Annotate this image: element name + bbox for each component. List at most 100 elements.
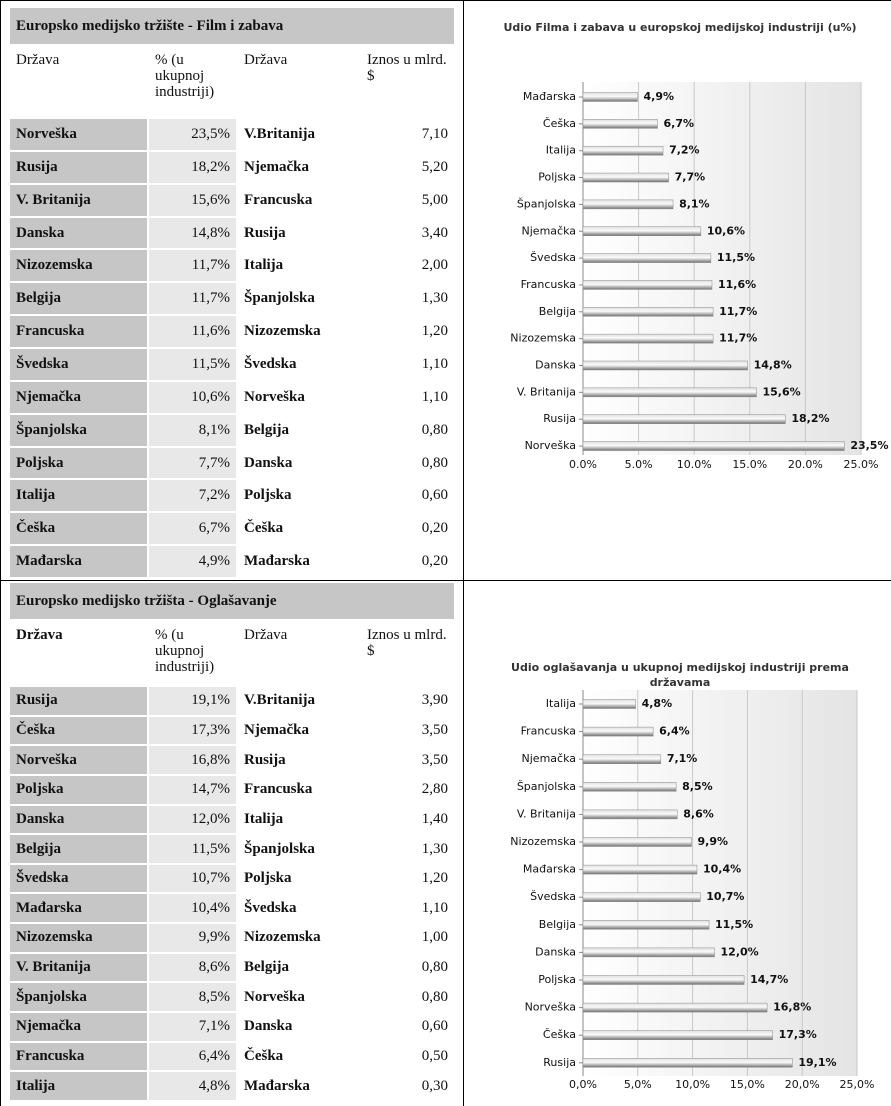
table-cell: V. Britanija <box>9 952 148 983</box>
bar <box>582 1058 793 1068</box>
table-cell: 11,7% <box>148 249 237 283</box>
bar <box>582 809 678 820</box>
table-cell: Švedska <box>9 863 148 894</box>
table-cell: 9,9% <box>148 923 237 953</box>
table-cell: 10,6% <box>148 380 237 414</box>
value-label: 11,5% <box>717 251 755 264</box>
bar <box>582 837 692 847</box>
value-label: 8,1% <box>679 197 710 210</box>
table-cell: Belgija <box>9 834 148 864</box>
table-cell: 3,50 <box>360 745 455 775</box>
header-cell: Iznos u mlrd. $ <box>360 45 455 118</box>
table-cell: Danska <box>237 1012 360 1042</box>
category-label: Norveška <box>525 1001 576 1014</box>
table-cell: 10,7% <box>148 863 237 894</box>
category-label: Nizozemska <box>510 332 576 345</box>
table-cell: Nizozemska <box>9 249 148 283</box>
bar <box>582 699 636 709</box>
category-label: V. Britanija <box>517 807 576 820</box>
table-cell: Njemačka <box>237 715 360 746</box>
value-label: 7,7% <box>675 171 706 184</box>
table-cell: 0,20 <box>360 512 455 546</box>
table-cell: 6,7% <box>148 512 237 546</box>
chart-title: Udio oglašavanja u ukupnoj medijskoj ind… <box>511 661 849 689</box>
value-label: 6,4% <box>659 725 690 738</box>
value-label: 19,1% <box>798 1056 836 1069</box>
table-cell: Danska <box>237 446 360 480</box>
table-cell: Francuska <box>9 315 148 349</box>
table-cell: Francuska <box>237 183 360 217</box>
table-cell: Italija <box>237 249 360 283</box>
bar <box>582 920 710 930</box>
chart-title: Udio Filma i zabava u europskoj medijsko… <box>503 21 857 34</box>
table-cell: 14,7% <box>148 774 237 805</box>
value-label: 10,7% <box>706 890 744 903</box>
table-cell: 1,10 <box>360 380 455 414</box>
table-cell: Češka <box>9 512 148 546</box>
table-cell: 7,1% <box>148 1012 237 1042</box>
x-tick-label: 20.0% <box>788 458 823 471</box>
table-cell: 16,8% <box>148 745 237 775</box>
table-cell: 3,40 <box>360 216 455 250</box>
category-label: Poljska <box>538 171 576 184</box>
bar <box>582 864 698 875</box>
value-label: 8,5% <box>682 780 713 793</box>
table-cell: Njemačka <box>9 1012 148 1042</box>
value-label: 7,2% <box>669 144 700 157</box>
header-cell: % (u ukupnoj industriji) <box>148 620 237 686</box>
table-cell: 11,6% <box>148 315 237 349</box>
table-cell: Mađarska <box>237 545 360 579</box>
table-cell: 1,10 <box>360 893 455 924</box>
category-label: V. Britanija <box>517 385 576 398</box>
border <box>0 0 1 1106</box>
bar <box>582 947 715 958</box>
table-cell: Švedska <box>9 348 148 381</box>
table-cell: Poljska <box>9 446 148 480</box>
table-cell: Belgija <box>237 952 360 983</box>
bar <box>582 253 712 263</box>
bar <box>582 172 669 183</box>
value-label: 14,7% <box>750 973 788 986</box>
table-cell: Španjolska <box>9 982 148 1013</box>
table-cell: Češka <box>237 512 360 546</box>
value-label: 12,0% <box>721 945 759 958</box>
table-cell: Rusija <box>237 216 360 250</box>
table-cell: 0,30 <box>360 1071 455 1101</box>
plot-area <box>583 82 861 455</box>
plot-area <box>583 690 857 1076</box>
table-cell: 23,5% <box>148 118 237 151</box>
divider <box>0 580 891 581</box>
table-cell: 2,00 <box>360 249 455 283</box>
table-cell: Italija <box>9 479 148 513</box>
x-tick-label: 25,0% <box>840 1078 875 1091</box>
table-cell: 0,80 <box>360 413 455 447</box>
table-title: Europsko medijsko tržište - Film i zabav… <box>9 7 455 45</box>
category-label: Mađarska <box>523 863 576 876</box>
table-cell: Španjolska <box>237 834 360 864</box>
category-label: Mađarska <box>523 90 576 103</box>
table-cell: Belgija <box>237 413 360 447</box>
table-cell: Češka <box>9 715 148 746</box>
value-label: 23,5% <box>850 439 888 452</box>
bar <box>582 333 714 344</box>
table-cell: Danska <box>9 216 148 250</box>
x-tick-label: 5.0% <box>625 458 653 471</box>
table-cell: Rusija <box>237 745 360 775</box>
bar <box>582 387 757 398</box>
table-cell: Francuska <box>237 774 360 805</box>
table-cell: Nizozemska <box>237 315 360 349</box>
bar <box>582 754 662 764</box>
bar <box>582 726 654 737</box>
table-cell: 1,30 <box>360 282 455 316</box>
table-cell: 14,8% <box>148 216 237 250</box>
table-cell: Danska <box>9 804 148 835</box>
table-cell: Švedska <box>237 893 360 924</box>
table-cell: 1,30 <box>360 834 455 864</box>
category-label: Češka <box>543 1028 576 1041</box>
table-cell: Norveška <box>237 380 360 414</box>
value-label: 10,6% <box>707 224 745 237</box>
divider <box>463 0 464 1106</box>
table-cell: Španjolska <box>237 282 360 316</box>
table-cell: 0,80 <box>360 446 455 480</box>
